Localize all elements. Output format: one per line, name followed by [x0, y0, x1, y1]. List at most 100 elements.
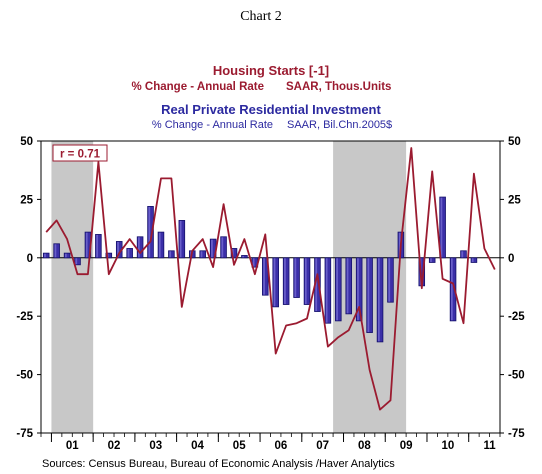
- line-series-subtitle-units: SAAR, Thous.Units: [286, 81, 391, 93]
- bar: [105, 252, 113, 259]
- bar: [95, 234, 102, 259]
- plot-area: 50 50 25 25 0 0 -25 -25 -50 -50 -75 -75 01 02 03 04 05 06…: [16, 136, 525, 452]
- bar-highlight: [367, 258, 370, 333]
- bar-highlight: [357, 258, 359, 321]
- bar: [42, 252, 50, 259]
- y-tick-label-right: -50: [508, 370, 525, 382]
- bar-highlight: [211, 239, 213, 258]
- y-tick-label-right: -75: [508, 428, 525, 440]
- x-tick-label: 07: [316, 440, 329, 452]
- x-tick-label: 01: [66, 440, 79, 452]
- bar-series-title: Real Private Residential Investment: [161, 102, 381, 117]
- bar-highlight: [263, 258, 265, 295]
- bar: [136, 236, 144, 259]
- bar: [74, 257, 81, 266]
- bar-highlight: [315, 258, 318, 312]
- bar-highlight: [471, 258, 474, 262]
- bar: [178, 220, 186, 259]
- y-tick-label-right: 50: [508, 136, 521, 148]
- bar: [387, 257, 394, 303]
- bar-series-subtitle-change: % Change - Annual Rate: [152, 119, 273, 131]
- bar-highlight: [461, 251, 464, 258]
- line-series-subtitle-change: % Change - Annual Rate: [132, 81, 264, 93]
- bar: [428, 257, 436, 263]
- bar-highlight: [284, 258, 286, 305]
- bar: [439, 196, 446, 259]
- bar: [366, 257, 373, 333]
- bar-series-subtitle-units: SAAR, Bil.Chn.2005$: [287, 119, 392, 131]
- source-note: Sources: Census Bureau, Bureau of Econom…: [42, 458, 395, 470]
- bar-highlight: [75, 258, 78, 265]
- bar-highlight: [127, 248, 130, 258]
- y-tick-label-left: -75: [16, 428, 33, 440]
- bar-highlight: [294, 258, 297, 298]
- bar: [470, 257, 478, 263]
- bar-highlight: [200, 251, 203, 258]
- bar-highlight: [252, 258, 255, 267]
- bar-highlight: [304, 258, 307, 305]
- bar: [126, 248, 133, 259]
- y-tick-label-left: 25: [20, 194, 33, 206]
- bar-highlight: [54, 244, 57, 258]
- bar-highlight: [388, 258, 391, 302]
- bar-highlight: [450, 258, 453, 321]
- bar-highlight: [336, 258, 338, 321]
- bar-highlight: [242, 255, 245, 258]
- bar-highlight: [44, 253, 46, 258]
- bar: [282, 257, 290, 305]
- y-tick-label-right: -25: [508, 311, 525, 323]
- bar-highlight: [179, 220, 182, 258]
- x-tick-label: 11: [483, 440, 496, 452]
- x-tick-label: 02: [108, 440, 121, 452]
- bar-highlight: [85, 232, 88, 258]
- bar: [168, 250, 175, 259]
- correlation-box-frame: [52, 144, 108, 162]
- bar-highlight: [158, 232, 161, 258]
- bar: [449, 257, 457, 322]
- bar-highlight: [169, 251, 172, 258]
- bar-highlight: [325, 258, 328, 323]
- bar-highlight: [65, 253, 67, 258]
- x-tick-label: 08: [358, 440, 371, 452]
- page-title: Chart 2: [240, 9, 282, 24]
- bar-highlight: [346, 258, 349, 314]
- bar: [53, 243, 60, 259]
- x-tick-label: 05: [233, 440, 246, 452]
- x-tick-label: 06: [275, 440, 288, 452]
- bar-highlight: [148, 206, 151, 258]
- bar: [147, 206, 154, 259]
- x-tick-label: 10: [441, 440, 454, 452]
- bar: [345, 257, 353, 315]
- bar-highlight: [96, 234, 99, 258]
- correlation-box: r = 0.71: [52, 144, 108, 162]
- bar: [220, 236, 227, 259]
- bar: [241, 255, 248, 259]
- y-tick-label-right: 25: [508, 194, 521, 206]
- y-tick-label-left: -25: [16, 311, 33, 323]
- bar: [199, 250, 206, 259]
- bar: [157, 231, 165, 259]
- x-tick-label: 09: [400, 440, 413, 452]
- bar-highlight: [440, 197, 443, 258]
- bar: [324, 257, 332, 324]
- line-series-title: Housing Starts [-1]: [213, 63, 329, 78]
- plot-frame: [40, 140, 501, 434]
- bar: [355, 257, 363, 322]
- bar-highlight: [117, 241, 119, 258]
- y-tick-label-left: 50: [20, 136, 33, 148]
- bar-highlight: [377, 258, 380, 342]
- bar-highlight: [398, 232, 401, 258]
- y-tick-label-left: 0: [27, 253, 33, 265]
- bar: [293, 257, 300, 298]
- bar-highlight: [273, 258, 276, 307]
- bar: [303, 257, 311, 305]
- bar: [376, 257, 384, 343]
- bar: [63, 252, 71, 259]
- x-tick-label: 03: [149, 440, 162, 452]
- x-tick-label: 04: [191, 440, 204, 452]
- y-tick-label-right: 0: [508, 253, 514, 265]
- bar: [335, 257, 342, 322]
- y-tick-label-left: -50: [16, 370, 33, 382]
- correlation-label: r = 0.71: [60, 149, 101, 161]
